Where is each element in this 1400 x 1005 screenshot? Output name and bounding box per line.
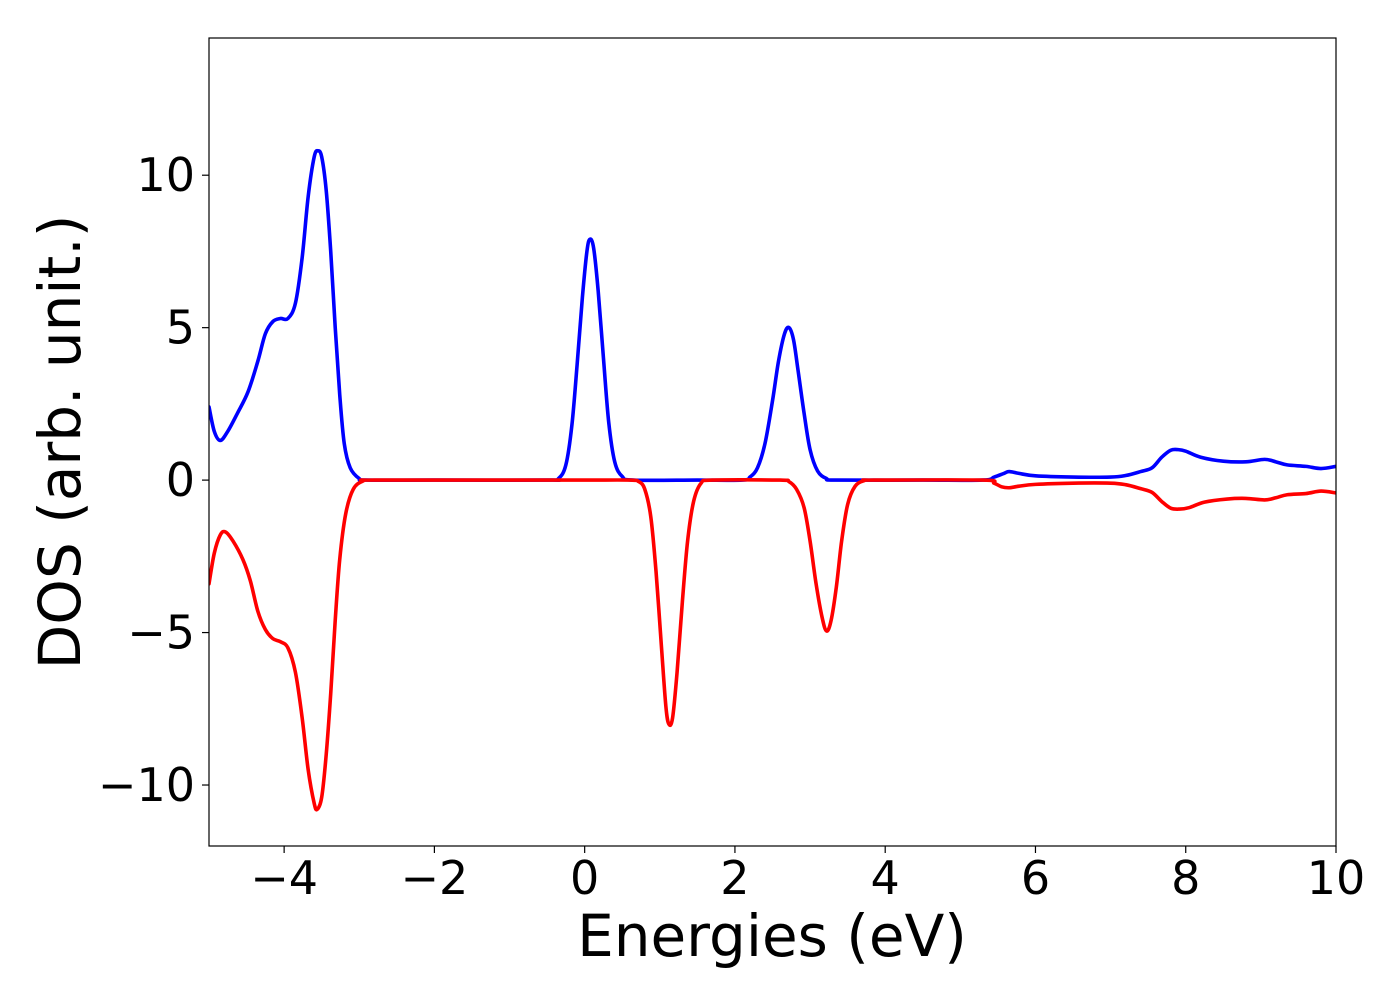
- x-tick-label: 4: [871, 851, 900, 905]
- plot-background: [209, 38, 1336, 846]
- series-layer: [209, 148, 1336, 812]
- y-tick-label: −10: [98, 758, 195, 812]
- x-axis-title: Energies (eV): [577, 902, 967, 970]
- y-tick-label: −5: [127, 606, 195, 660]
- x-tick-label: −4: [250, 851, 318, 905]
- x-tick-label: 6: [1021, 851, 1050, 905]
- x-axis-ticks: −4 −2 0 2 4 6 8 10: [250, 846, 1365, 905]
- y-axis-title: DOS (arb. unit.): [26, 215, 94, 670]
- x-tick-label: −2: [400, 851, 468, 905]
- y-axis-ticks: −10 −5 0 5 10: [98, 148, 209, 812]
- plot-frame: [208, 37, 1337, 847]
- series-line-2: [209, 478, 1336, 812]
- x-tick-label: 0: [570, 851, 599, 905]
- y-tick-label: 5: [166, 301, 195, 355]
- x-tick-label: 8: [1171, 851, 1200, 905]
- x-tick-label: 2: [720, 851, 749, 905]
- y-tick-label: 10: [136, 148, 195, 202]
- y-tick-label: 0: [166, 453, 195, 507]
- x-tick-label: 10: [1307, 851, 1366, 905]
